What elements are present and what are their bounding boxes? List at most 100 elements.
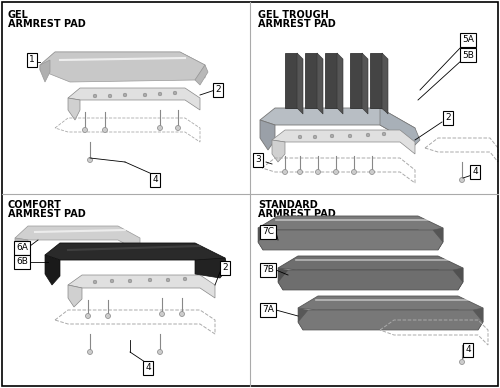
Text: 4: 4	[152, 175, 158, 185]
Circle shape	[88, 350, 92, 355]
Text: 4: 4	[465, 345, 471, 355]
Polygon shape	[68, 275, 215, 298]
Text: ARMREST PAD: ARMREST PAD	[8, 209, 86, 219]
Polygon shape	[258, 216, 443, 242]
Polygon shape	[195, 65, 208, 85]
Circle shape	[298, 135, 302, 139]
Circle shape	[110, 279, 114, 283]
Circle shape	[282, 170, 288, 175]
Circle shape	[352, 170, 356, 175]
Circle shape	[93, 94, 97, 98]
Polygon shape	[298, 310, 483, 330]
Polygon shape	[68, 285, 82, 307]
Polygon shape	[40, 52, 205, 82]
Polygon shape	[40, 60, 50, 82]
Circle shape	[166, 278, 170, 282]
Polygon shape	[15, 226, 140, 252]
Text: GEL: GEL	[8, 10, 29, 20]
Polygon shape	[298, 296, 483, 322]
Circle shape	[180, 312, 184, 317]
Text: 4: 4	[145, 364, 151, 372]
Text: 2: 2	[222, 263, 228, 272]
Text: GEL TROUGH: GEL TROUGH	[258, 10, 329, 20]
Polygon shape	[15, 238, 28, 262]
Polygon shape	[380, 108, 420, 145]
Text: 5B: 5B	[462, 50, 474, 59]
Polygon shape	[433, 228, 443, 250]
Polygon shape	[260, 120, 275, 150]
Polygon shape	[272, 130, 415, 154]
Circle shape	[143, 93, 147, 97]
Polygon shape	[317, 53, 323, 114]
Polygon shape	[350, 53, 362, 108]
Polygon shape	[382, 53, 388, 114]
Text: 7C: 7C	[262, 227, 274, 237]
Polygon shape	[370, 53, 382, 108]
Circle shape	[106, 314, 110, 319]
Circle shape	[460, 177, 464, 182]
Text: 6B: 6B	[16, 258, 28, 267]
Polygon shape	[305, 53, 317, 108]
Text: 7A: 7A	[262, 305, 274, 315]
Circle shape	[316, 170, 320, 175]
Text: ARMREST PAD: ARMREST PAD	[258, 19, 336, 29]
Circle shape	[128, 279, 132, 283]
Polygon shape	[258, 228, 268, 250]
Circle shape	[370, 170, 374, 175]
Text: 4: 4	[472, 168, 478, 177]
Circle shape	[158, 350, 162, 355]
Polygon shape	[298, 308, 308, 330]
Text: 2: 2	[215, 85, 221, 95]
Text: ARMREST PAD: ARMREST PAD	[8, 19, 86, 29]
Circle shape	[88, 158, 92, 163]
Circle shape	[82, 128, 87, 132]
Polygon shape	[278, 270, 463, 290]
Text: 1: 1	[29, 55, 35, 64]
Circle shape	[176, 125, 180, 130]
Polygon shape	[260, 108, 415, 145]
Circle shape	[102, 128, 108, 132]
Text: COMFORT: COMFORT	[8, 200, 62, 210]
Polygon shape	[68, 98, 80, 120]
Polygon shape	[453, 268, 463, 290]
Circle shape	[173, 91, 177, 95]
Polygon shape	[258, 230, 443, 250]
Circle shape	[108, 94, 112, 98]
Circle shape	[366, 133, 370, 137]
Circle shape	[330, 134, 334, 138]
Circle shape	[93, 280, 97, 284]
Circle shape	[334, 170, 338, 175]
Polygon shape	[325, 53, 337, 108]
Text: 6A: 6A	[16, 244, 28, 253]
Polygon shape	[297, 53, 303, 114]
Polygon shape	[362, 53, 368, 114]
Polygon shape	[337, 53, 343, 114]
Circle shape	[123, 93, 127, 97]
Circle shape	[460, 360, 464, 364]
Circle shape	[158, 125, 162, 130]
Text: 3: 3	[255, 156, 261, 165]
Circle shape	[348, 134, 352, 138]
Text: 2: 2	[445, 114, 451, 123]
Polygon shape	[45, 255, 60, 285]
Text: 7B: 7B	[262, 265, 274, 274]
Circle shape	[158, 92, 162, 96]
Circle shape	[148, 278, 152, 282]
Polygon shape	[278, 268, 288, 290]
Circle shape	[313, 135, 317, 139]
Text: ARMREST PAD: ARMREST PAD	[258, 209, 336, 219]
Polygon shape	[195, 258, 228, 278]
Polygon shape	[40, 52, 205, 78]
Polygon shape	[278, 256, 463, 282]
Circle shape	[160, 312, 164, 317]
Circle shape	[298, 170, 302, 175]
Polygon shape	[68, 88, 200, 110]
Text: STANDARD: STANDARD	[258, 200, 318, 210]
Text: 5A: 5A	[462, 35, 474, 45]
Circle shape	[183, 277, 187, 281]
Circle shape	[86, 314, 90, 319]
Polygon shape	[285, 53, 297, 108]
Polygon shape	[45, 243, 225, 274]
Polygon shape	[473, 308, 483, 330]
Polygon shape	[272, 140, 285, 162]
